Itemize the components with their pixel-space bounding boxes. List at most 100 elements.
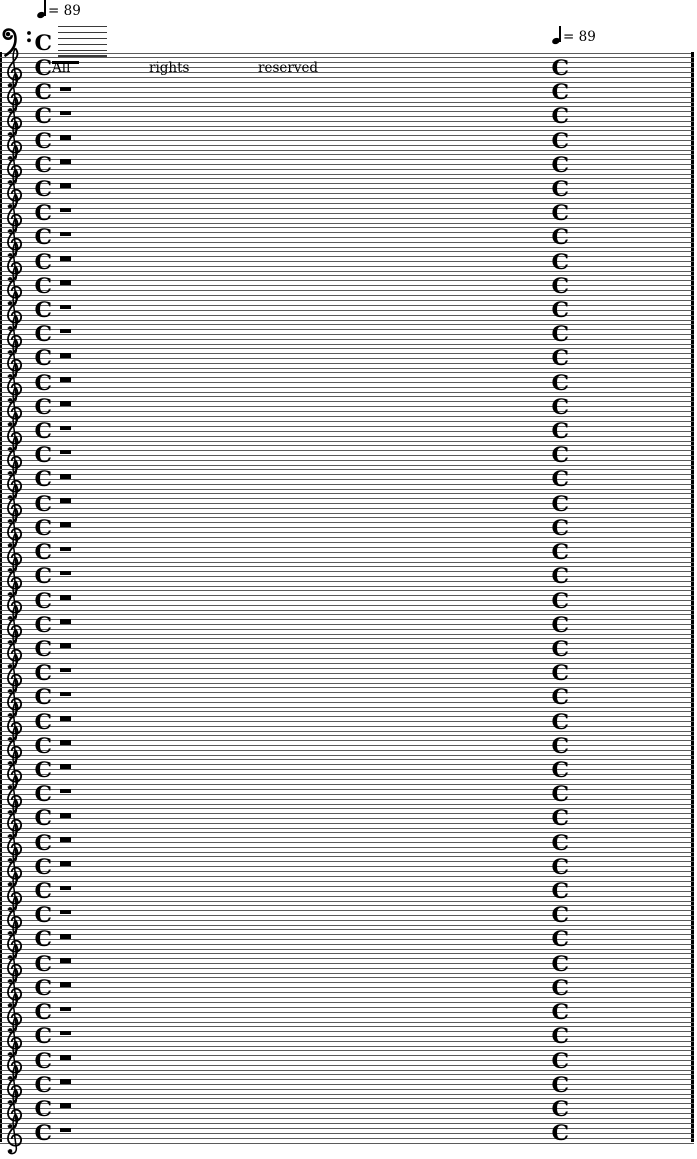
quarter-note-icon: [44, 0, 46, 16]
staff-line: [0, 817, 694, 819]
staff-line: [0, 493, 694, 495]
staff-line: [0, 207, 694, 209]
staff-line: [0, 958, 694, 960]
staff: C C: [0, 290, 697, 331]
whole-rest-icon: [60, 110, 71, 116]
staff: C C: [0, 1089, 697, 1130]
staff-line: [0, 798, 694, 800]
time-signature: C: [34, 151, 53, 177]
staff-line: [0, 1030, 694, 1032]
staff-line: [0, 125, 694, 127]
ledger-line: [58, 31, 107, 33]
staff: C C: [0, 72, 697, 113]
time-signature: C: [34, 926, 53, 952]
staff-line: [0, 924, 694, 926]
staff-line: [0, 377, 694, 379]
whole-rest-icon: [60, 691, 71, 697]
staff: C C: [0, 1016, 697, 1058]
staff-line: [0, 822, 694, 824]
time-signature: C: [34, 175, 53, 201]
staff-line: [0, 973, 694, 975]
whole-rest-icon: [60, 280, 71, 285]
staff-line: [0, 295, 694, 297]
staff-line: [0, 885, 694, 887]
staff-line: [0, 425, 694, 427]
staff-line: [0, 362, 694, 364]
staff-line: [0, 648, 694, 650]
staff: C C: [0, 507, 697, 549]
ledger-line: [58, 25, 107, 27]
time-signature-right: C: [551, 514, 570, 540]
staff: C C: [0, 193, 697, 234]
whole-rest-icon: [60, 425, 71, 431]
staff-line: [0, 1035, 694, 1037]
staff-line: [0, 266, 694, 268]
time-signature-right: C: [551, 200, 570, 226]
time-signature: C: [34, 708, 53, 734]
whole-rest-icon: [60, 958, 71, 963]
treble-clef-icon: [7, 1113, 23, 1154]
ledger-line: [58, 49, 107, 51]
staff-line: [0, 396, 694, 398]
staff-line: [0, 561, 694, 563]
whole-rest-icon: [60, 352, 71, 358]
time-signature: C: [34, 635, 53, 661]
quarter-note-icon: [551, 36, 561, 46]
staff: C C: [0, 241, 697, 283]
staff-line: [0, 919, 694, 921]
staff-line: [0, 890, 694, 892]
staff-line: [0, 788, 694, 790]
staff-line: [0, 953, 694, 955]
staff-line: [0, 876, 694, 878]
staff-line: [0, 1094, 694, 1096]
time-signature: C: [34, 103, 53, 129]
staff: C C: [0, 96, 697, 138]
staff-line: [0, 1050, 694, 1051]
staff-line: [0, 251, 694, 253]
time-signature: C: [34, 1095, 53, 1121]
time-signature: C: [34, 999, 53, 1025]
whole-rest-icon: [60, 1006, 71, 1012]
top-staff-line: [0, 52, 694, 54]
staff-line: [0, 992, 694, 994]
time-signature-right: C: [551, 1047, 570, 1073]
staff-line: [0, 541, 694, 543]
staff-line: [0, 352, 694, 354]
staff-line: [0, 711, 694, 713]
staff-line: [0, 948, 694, 950]
staff-line: [0, 605, 694, 607]
time-signature-right: C: [551, 805, 570, 831]
staff-line: [0, 928, 694, 930]
staff-line: [0, 590, 694, 592]
staff-line: [0, 271, 694, 273]
staff-line: [0, 1089, 694, 1091]
staff-line: [0, 319, 694, 321]
staff-line: [0, 169, 694, 171]
staff-line: [0, 86, 694, 88]
staff-line: [0, 546, 694, 548]
staff-line: [0, 1021, 694, 1023]
time-signature: C: [34, 756, 53, 782]
staff-line: [0, 880, 694, 882]
whole-rest-icon: [60, 788, 71, 794]
staff-line: [0, 72, 694, 74]
time-signature-right: C: [551, 902, 570, 928]
staff-line: [0, 667, 694, 669]
staff-line: [0, 275, 694, 277]
time-signature-right: C: [551, 853, 570, 879]
whole-rest-icon: [60, 812, 71, 818]
staff-line: [0, 473, 694, 475]
whole-rest-icon: [60, 667, 71, 673]
staff-line: [0, 285, 694, 287]
time-signature-right: C: [551, 151, 570, 177]
staff: C C: [0, 895, 697, 937]
staff-line: [0, 145, 694, 147]
staff-line: [0, 183, 694, 185]
time-signature-right: C: [551, 635, 570, 661]
staff-line: [0, 774, 694, 776]
whole-rest-icon: [60, 595, 71, 600]
staff-line: [0, 367, 694, 369]
staff-line: [0, 323, 694, 325]
staff-line: [0, 1070, 694, 1071]
staff: C C: [0, 338, 697, 380]
